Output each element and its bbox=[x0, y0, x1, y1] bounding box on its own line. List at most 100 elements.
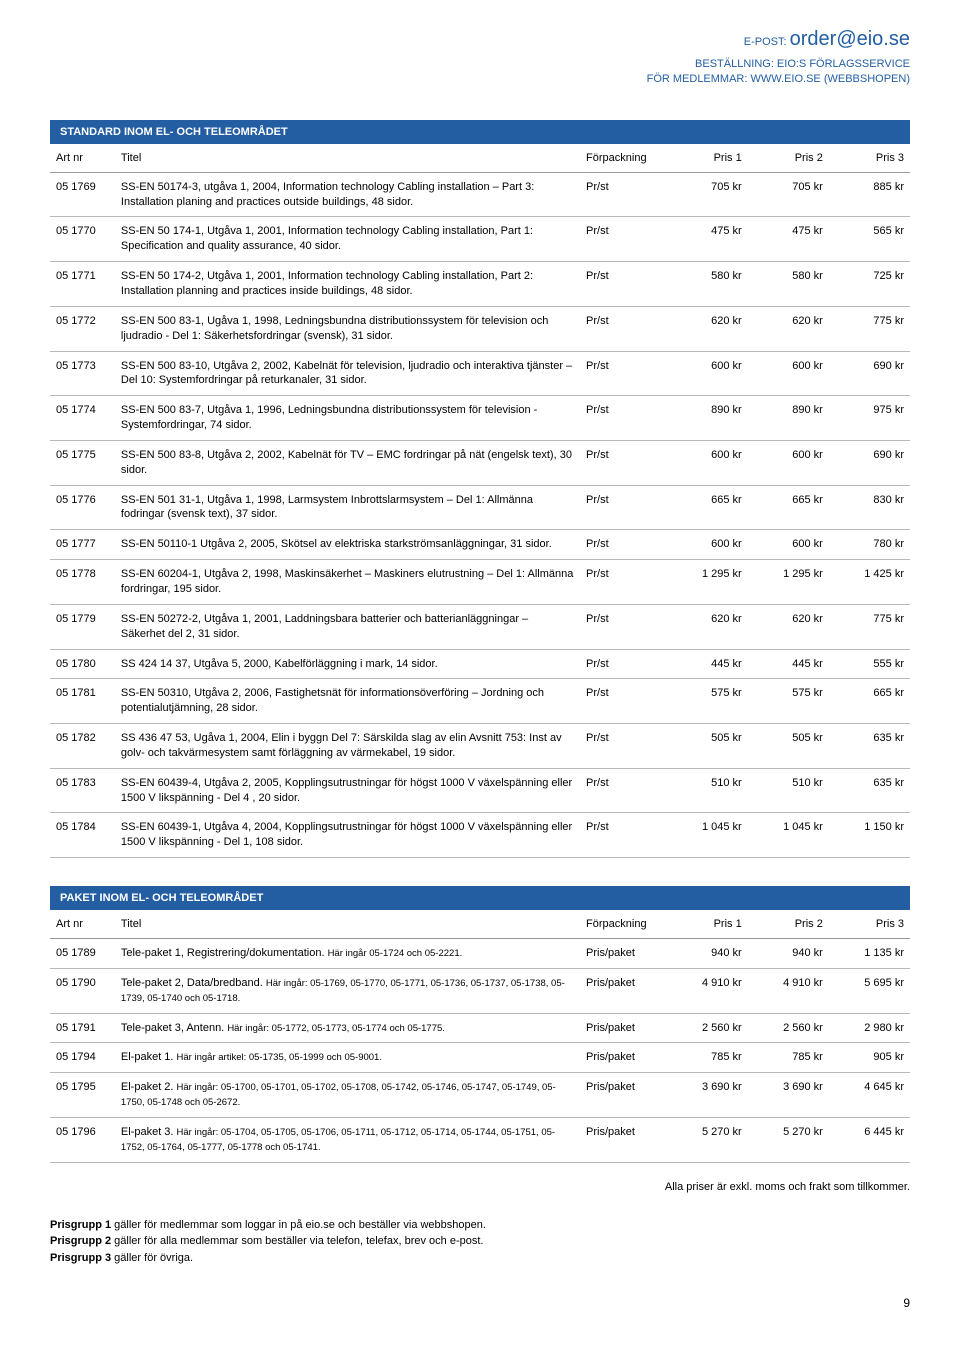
cell-note: Här ingår: 05-1700, 05-1701, 05-1702, 05… bbox=[121, 1082, 556, 1108]
table-row: 05 1777SS-EN 50110-1 Utgåva 2, 2005, Skö… bbox=[50, 530, 910, 560]
epost-value: order@eio.se bbox=[790, 28, 910, 50]
cell-p3: 2 980 kr bbox=[829, 1013, 910, 1043]
cell-p3: 690 kr bbox=[829, 351, 910, 396]
cell-titel: SS-EN 500 83-10, Utgåva 2, 2002, Kabelnä… bbox=[115, 351, 580, 396]
cell-p3: 1 135 kr bbox=[829, 939, 910, 969]
col-titel: Titel bbox=[115, 144, 580, 173]
cell-titel: SS-EN 500 83-8, Utgåva 2, 2002, Kabelnät… bbox=[115, 440, 580, 485]
cell-forp: Pris/paket bbox=[580, 1073, 667, 1118]
cell-art: 05 1783 bbox=[50, 768, 115, 813]
cell-p3: 6 445 kr bbox=[829, 1118, 910, 1163]
cell-p1: 600 kr bbox=[667, 440, 748, 485]
cell-p1: 785 kr bbox=[667, 1043, 748, 1073]
cell-note: Här ingår: 05-1769, 05-1770, 05-1771, 05… bbox=[121, 978, 565, 1004]
col-art: Art nr bbox=[50, 144, 115, 173]
cell-p2: 600 kr bbox=[748, 530, 829, 560]
cell-p2: 505 kr bbox=[748, 724, 829, 769]
table-row: 05 1778SS-EN 60204-1, Utgåva 2, 1998, Ma… bbox=[50, 560, 910, 605]
cell-titel: El-paket 2. Här ingår: 05-1700, 05-1701,… bbox=[115, 1073, 580, 1118]
table-row: 05 1795El-paket 2. Här ingår: 05-1700, 0… bbox=[50, 1073, 910, 1118]
cell-forp: Pris/paket bbox=[580, 1118, 667, 1163]
cell-titel: El-paket 3. Här ingår: 05-1704, 05-1705,… bbox=[115, 1118, 580, 1163]
cell-p2: 620 kr bbox=[748, 306, 829, 351]
epost-line: E-POST: order@eio.se bbox=[50, 28, 910, 51]
cell-p3: 725 kr bbox=[829, 262, 910, 307]
table-row: 05 1783SS-EN 60439-4, Utgåva 2, 2005, Ko… bbox=[50, 768, 910, 813]
cell-titel: SS-EN 60439-4, Utgåva 2, 2005, Kopplings… bbox=[115, 768, 580, 813]
cell-p3: 555 kr bbox=[829, 649, 910, 679]
cell-forp: Pr/st bbox=[580, 560, 667, 605]
col-p2: Pris 2 bbox=[748, 910, 829, 939]
cell-art: 05 1784 bbox=[50, 813, 115, 858]
cell-art: 05 1794 bbox=[50, 1043, 115, 1073]
cell-p3: 565 kr bbox=[829, 217, 910, 262]
cell-art: 05 1776 bbox=[50, 485, 115, 530]
prisgrupp-line: Prisgrupp 1 gäller för medlemmar som log… bbox=[50, 1217, 910, 1234]
cell-p1: 445 kr bbox=[667, 649, 748, 679]
cell-art: 05 1790 bbox=[50, 968, 115, 1013]
col-titel: Titel bbox=[115, 910, 580, 939]
cell-p1: 505 kr bbox=[667, 724, 748, 769]
cell-titel: SS-EN 60439-1, Utgåva 4, 2004, Kopplings… bbox=[115, 813, 580, 858]
cell-note: Här ingår: 05-1772, 05-1773, 05-1774 och… bbox=[227, 1023, 445, 1034]
col-forp: Förpackning bbox=[580, 144, 667, 173]
cell-forp: Pr/st bbox=[580, 440, 667, 485]
cell-p1: 600 kr bbox=[667, 351, 748, 396]
cell-forp: Pris/paket bbox=[580, 1013, 667, 1043]
cell-p2: 445 kr bbox=[748, 649, 829, 679]
cell-forp: Pr/st bbox=[580, 679, 667, 724]
cell-p3: 690 kr bbox=[829, 440, 910, 485]
cell-titel: SS-EN 500 83-7, Utgåva 1, 1996, Lednings… bbox=[115, 396, 580, 441]
cell-p1: 580 kr bbox=[667, 262, 748, 307]
pg2-label: Prisgrupp 2 bbox=[50, 1235, 111, 1247]
cell-p3: 4 645 kr bbox=[829, 1073, 910, 1118]
cell-art: 05 1779 bbox=[50, 604, 115, 649]
cell-p3: 975 kr bbox=[829, 396, 910, 441]
cell-forp: Pr/st bbox=[580, 262, 667, 307]
cell-p2: 705 kr bbox=[748, 172, 829, 217]
cell-p1: 600 kr bbox=[667, 530, 748, 560]
cell-p3: 1 150 kr bbox=[829, 813, 910, 858]
pg1-label: Prisgrupp 1 bbox=[50, 1219, 111, 1231]
cell-titel: Tele-paket 2, Data/bredband. Här ingår: … bbox=[115, 968, 580, 1013]
cell-titel: SS-EN 60204-1, Utgåva 2, 1998, Maskinsäk… bbox=[115, 560, 580, 605]
table-row: 05 1791Tele-paket 3, Antenn. Här ingår: … bbox=[50, 1013, 910, 1043]
prisgrupp-block: Prisgrupp 1 gäller för medlemmar som log… bbox=[50, 1217, 910, 1267]
cell-note: Här ingår 05-1724 och 05-2221. bbox=[328, 948, 463, 959]
header-line1: BESTÄLLNING: EIO:S FÖRLAGSSERVICE bbox=[50, 57, 910, 72]
cell-p3: 830 kr bbox=[829, 485, 910, 530]
cell-titel: SS-EN 50174-3, utgåva 1, 2004, Informati… bbox=[115, 172, 580, 217]
cell-art: 05 1791 bbox=[50, 1013, 115, 1043]
table-row: 05 1796El-paket 3. Här ingår: 05-1704, 0… bbox=[50, 1118, 910, 1163]
cell-p2: 665 kr bbox=[748, 485, 829, 530]
cell-p1: 510 kr bbox=[667, 768, 748, 813]
cell-p2: 600 kr bbox=[748, 440, 829, 485]
col-p1: Pris 1 bbox=[667, 910, 748, 939]
table-row: 05 1775SS-EN 500 83-8, Utgåva 2, 2002, K… bbox=[50, 440, 910, 485]
cell-p3: 775 kr bbox=[829, 604, 910, 649]
cell-titel: SS-EN 501 31-1, Utgåva 1, 1998, Larmsyst… bbox=[115, 485, 580, 530]
section1-title: STANDARD INOM EL- OCH TELEOMRÅDET bbox=[50, 120, 910, 144]
section2-title: PAKET INOM EL- OCH TELEOMRÅDET bbox=[50, 886, 910, 910]
cell-art: 05 1770 bbox=[50, 217, 115, 262]
section2-header-row: Art nr Titel Förpackning Pris 1 Pris 2 P… bbox=[50, 910, 910, 939]
cell-p3: 635 kr bbox=[829, 724, 910, 769]
table-row: 05 1770SS-EN 50 174-1, Utgåva 1, 2001, I… bbox=[50, 217, 910, 262]
cell-titel: SS-EN 50 174-1, Utgåva 1, 2001, Informat… bbox=[115, 217, 580, 262]
cell-forp: Pr/st bbox=[580, 768, 667, 813]
cell-titel: SS 436 47 53, Ugåva 1, 2004, Elin i bygg… bbox=[115, 724, 580, 769]
cell-art: 05 1775 bbox=[50, 440, 115, 485]
cell-art: 05 1780 bbox=[50, 649, 115, 679]
cell-forp: Pr/st bbox=[580, 530, 667, 560]
table-row: 05 1774SS-EN 500 83-7, Utgåva 1, 1996, L… bbox=[50, 396, 910, 441]
col-p2: Pris 2 bbox=[748, 144, 829, 173]
cell-titel: SS-EN 50 174-2, Utgåva 1, 2001, Informat… bbox=[115, 262, 580, 307]
cell-p3: 885 kr bbox=[829, 172, 910, 217]
cell-p3: 635 kr bbox=[829, 768, 910, 813]
table-row: 05 1776SS-EN 501 31-1, Utgåva 1, 1998, L… bbox=[50, 485, 910, 530]
col-art: Art nr bbox=[50, 910, 115, 939]
cell-art: 05 1774 bbox=[50, 396, 115, 441]
cell-p2: 620 kr bbox=[748, 604, 829, 649]
table-row: 05 1772SS-EN 500 83-1, Ugåva 1, 1998, Le… bbox=[50, 306, 910, 351]
cell-art: 05 1778 bbox=[50, 560, 115, 605]
